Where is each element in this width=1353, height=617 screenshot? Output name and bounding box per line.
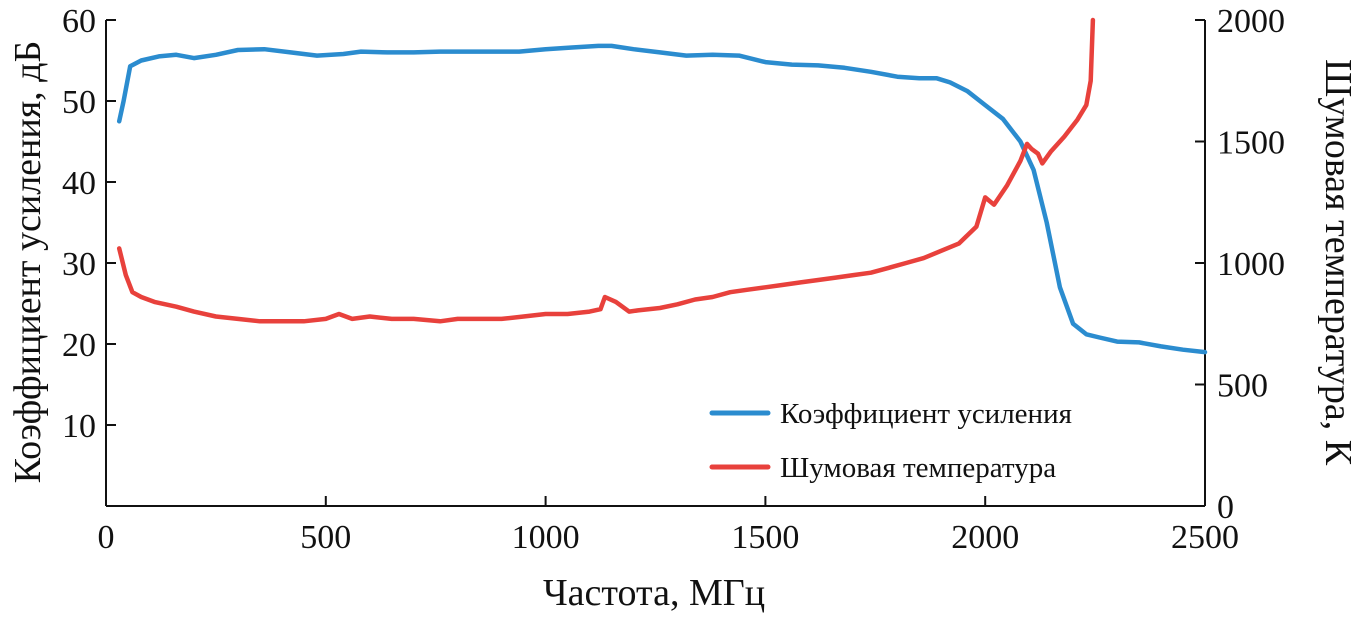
y-right-tick-label: 0	[1217, 489, 1234, 526]
y-axis-right-title: Шумовая температура, К	[1317, 59, 1353, 466]
x-tick-label: 0	[98, 519, 115, 556]
chart-axes	[105, 20, 1206, 507]
y-right-tick-label: 1500	[1217, 125, 1285, 162]
y-right-tick-label: 1000	[1217, 246, 1285, 283]
chart-legend: Коэффициент усиления Шумовая температура	[709, 398, 1072, 484]
chart-ticks: 0 500 1000 1500 2000 2500 10 20 30 40 50 60 0 500 1000…	[62, 3, 1285, 556]
legend-label: Шумовая температура	[780, 452, 1056, 484]
y-left-tick-label: 40	[62, 165, 96, 202]
x-tick-label: 1000	[512, 519, 580, 556]
y-left-tick-label: 20	[62, 327, 96, 364]
y-right-tick-label: 2000	[1217, 3, 1285, 40]
x-axis-title: Частота, МГц	[543, 572, 765, 614]
y-left-tick-label: 60	[62, 3, 96, 40]
y-left-tick-label: 10	[62, 408, 96, 445]
chart-series	[116, 17, 1208, 355]
y-axis-left-title: Коэффициент усиления, дБ	[7, 41, 49, 484]
y-left-tick-label: 30	[62, 246, 96, 283]
y-left-tick-label: 50	[62, 84, 96, 121]
series-line-gain	[116, 43, 1208, 355]
x-tick-label: 2000	[951, 519, 1019, 556]
series-line-noise-temperature	[116, 17, 1096, 324]
x-tick-label: 500	[300, 519, 351, 556]
y-right-tick-label: 500	[1217, 368, 1268, 405]
x-tick-label: 2500	[1171, 519, 1239, 556]
x-tick-label: 1500	[731, 519, 799, 556]
legend-label: Коэффициент усиления	[780, 398, 1072, 430]
